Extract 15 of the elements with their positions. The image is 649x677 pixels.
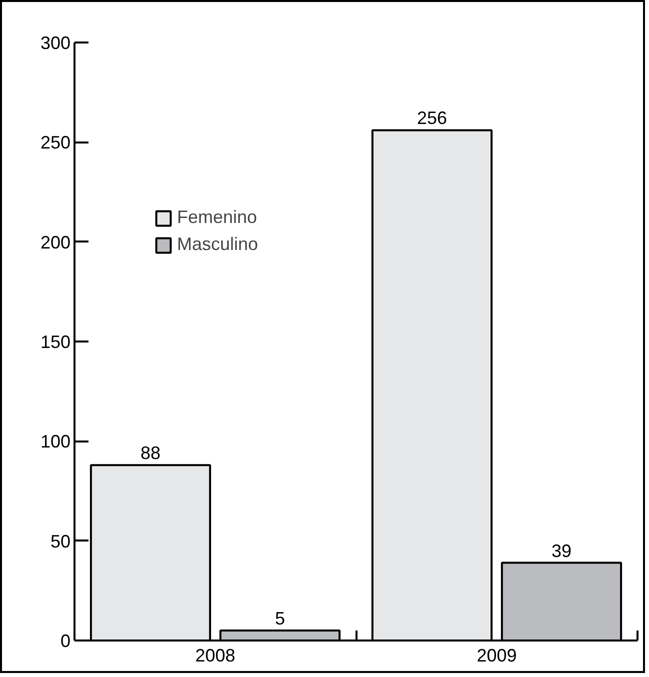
x-tick-label: 2009 bbox=[476, 646, 517, 666]
data-label: 256 bbox=[416, 108, 448, 128]
data-label: 39 bbox=[551, 540, 572, 561]
data-label: 5 bbox=[274, 608, 286, 629]
data-label: 88 bbox=[140, 443, 161, 464]
y-tick-label: 0 bbox=[60, 631, 71, 651]
y-tick-label: 50 bbox=[50, 531, 71, 552]
y-tick-label: 100 bbox=[40, 432, 71, 452]
y-tick-label: 150 bbox=[40, 332, 71, 352]
y-tick-label: 300 bbox=[40, 33, 71, 53]
x-tick-label: 2008 bbox=[195, 646, 236, 666]
legend-label: Masculino bbox=[177, 234, 258, 255]
y-tick-label: 250 bbox=[40, 132, 71, 153]
y-tick-label: 200 bbox=[40, 232, 71, 252]
legend-label: Femenino bbox=[177, 207, 258, 228]
